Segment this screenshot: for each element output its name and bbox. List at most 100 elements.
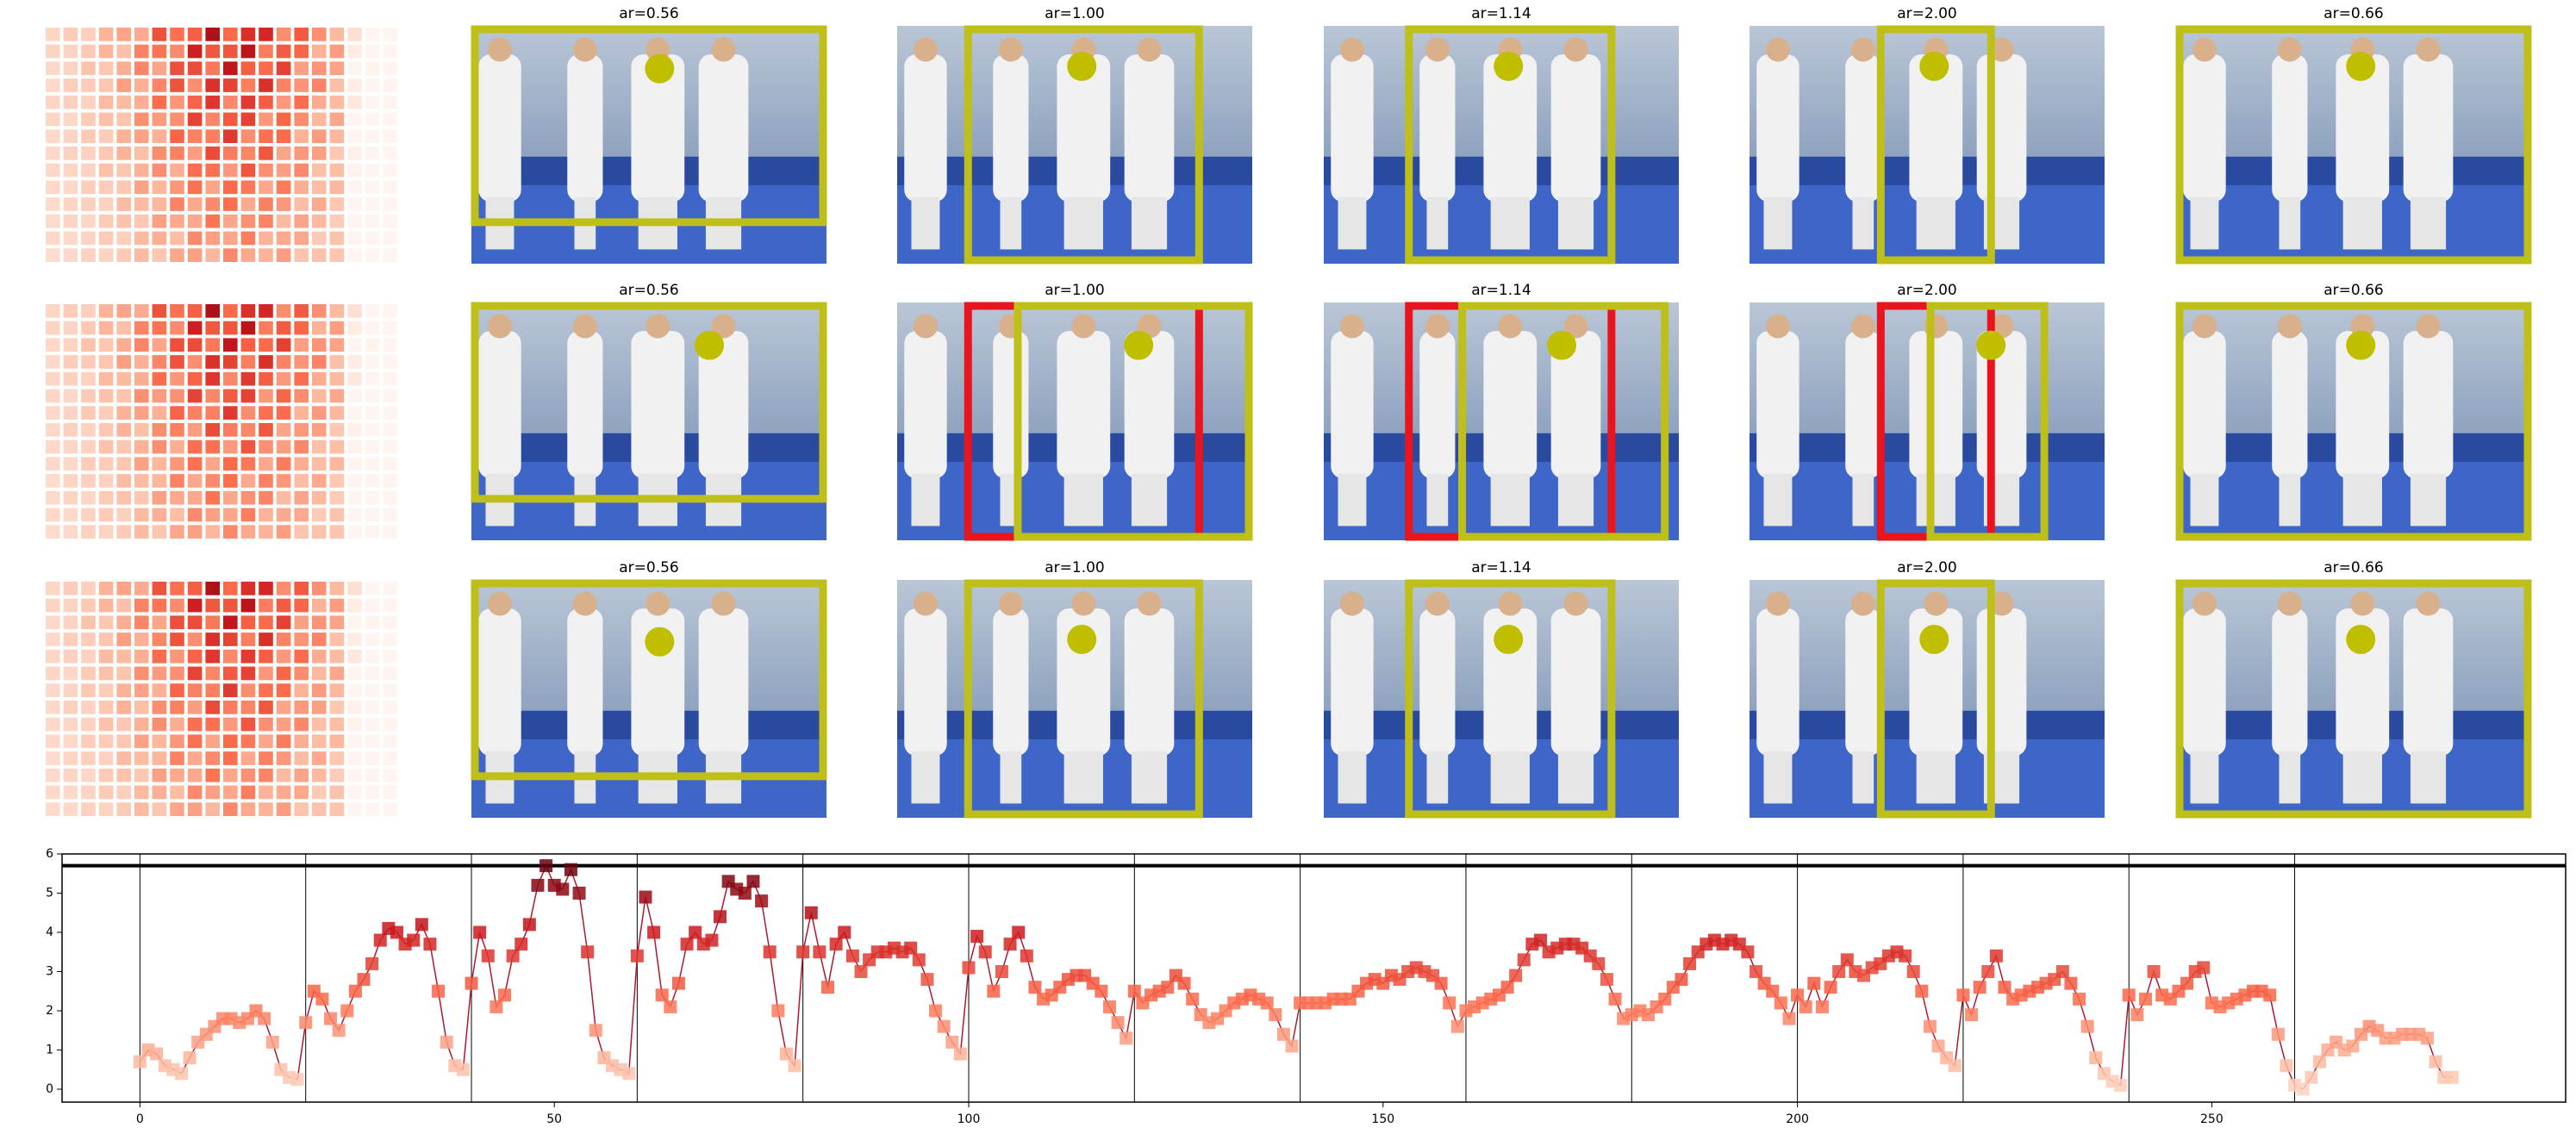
heatmap-cell [365,582,380,595]
heatmap-cell [329,389,345,403]
player-head [1498,314,1523,339]
heatmap-cell [170,474,184,488]
player [1756,331,1799,479]
player [1550,608,1601,757]
heatmap-cell [294,508,309,522]
heatmap-cell [205,598,220,613]
heatmap-cell [134,598,149,613]
marker [2114,1078,2128,1092]
player [1419,331,1456,479]
heatmap-cell [205,389,220,403]
heatmap-cell [81,180,96,195]
heatmap-cell [170,406,184,420]
heatmap-cell [152,508,167,522]
heatmap-cell [98,717,114,732]
heatmap-cell [46,582,60,595]
heatmap-cell [259,95,273,109]
heatmap-cell [116,598,131,613]
heatmap-cell [170,371,184,386]
heatmap-cell [347,231,362,246]
heatmap-cell [240,490,256,505]
heatmap-cell [63,355,78,369]
heatmap-cell [259,582,273,595]
heatmap-cell [276,768,291,782]
player-head [1765,591,1790,616]
heatmap-cell [240,439,256,454]
marker [738,886,752,900]
player [631,331,685,479]
heatmap-cell [329,129,345,143]
heatmap-cell [365,112,380,127]
heatmap-cell [81,338,96,352]
heatmap-cell [170,598,184,613]
heatmap-cell [294,197,309,211]
heatmap-cell [347,248,362,262]
heatmap-cell [259,683,273,697]
heatmap-cell [187,214,203,228]
marker [415,918,428,932]
marker [1750,964,1763,978]
marker [1608,992,1622,1006]
heatmap-cell [134,44,149,59]
marker [2197,961,2211,975]
player-legs [1763,751,1793,804]
heatmap-cell [240,197,256,211]
marker [2180,976,2194,990]
heatmap-cell [187,44,203,59]
heatmap-cell [365,717,380,732]
heatmap-cell [170,508,184,522]
marker [2080,1019,2094,1033]
heatmap-cell [205,632,220,646]
heatmap-cell [152,423,167,437]
heatmap-cell [98,231,114,246]
heatmap-cell [63,525,78,539]
heatmap-cell [187,355,203,369]
heatmap-cell [276,439,291,454]
heatmap-cell [170,802,184,816]
heatmap-cell [383,389,397,403]
heatmap-cell [63,197,78,211]
marker [473,925,487,939]
heatmap-cell [170,338,184,352]
heatmap-cell [152,338,167,352]
heatmap-cell [187,751,203,765]
player-legs [1000,196,1022,250]
heatmap-cell [187,146,203,160]
marker [1989,949,2003,963]
player [2403,608,2454,757]
player-legs [2279,473,2301,526]
heatmap-cell [383,508,397,522]
heatmap-cell [81,457,96,471]
player [1909,54,1963,202]
heatmap-cell [294,112,309,127]
player-head [487,591,512,616]
player [698,608,749,757]
player-legs [1852,473,1874,526]
marker [664,1000,677,1013]
heatmap-cell [329,474,345,488]
heatmap-cell [63,615,78,630]
heatmap-cell [312,163,327,178]
heatmap-cell [383,321,397,335]
marker [1127,984,1141,998]
heatmap-cell [46,78,60,92]
marker [2055,964,2069,978]
heatmap-cell [312,632,327,646]
heatmap-cell [329,701,345,714]
yellow-dot [2346,625,2376,654]
player [1124,54,1175,202]
heatmap-cell [329,146,345,160]
heatmap-cell [63,734,78,749]
heatmap-cell [259,389,273,403]
heatmap-cell [116,615,131,630]
heatmap-cell [170,231,184,246]
player [1976,608,2027,757]
marker [531,878,545,892]
player-legs [1490,473,1530,526]
heatmap-cell [46,474,60,488]
heatmap-cell [187,248,203,262]
heatmap-cell [312,490,327,505]
photo [471,302,827,540]
marker [589,1024,602,1037]
heatmap-cell [276,615,291,630]
